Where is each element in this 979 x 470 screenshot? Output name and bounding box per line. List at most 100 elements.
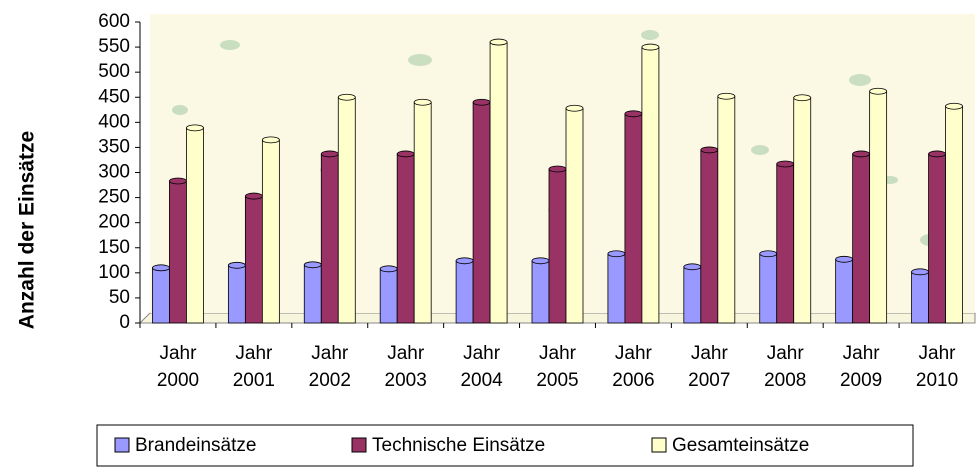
bar-top bbox=[227, 261, 246, 269]
bar bbox=[776, 163, 795, 324]
bar-top bbox=[169, 177, 187, 185]
bar-top bbox=[607, 250, 626, 258]
bar-top bbox=[303, 261, 322, 269]
bar bbox=[413, 101, 432, 324]
bar bbox=[624, 113, 643, 324]
legend-swatch bbox=[351, 437, 367, 453]
bar-top bbox=[641, 43, 660, 51]
bar-top bbox=[531, 257, 550, 265]
y-tick-label: 350 bbox=[98, 136, 130, 157]
y-tick-label: 150 bbox=[98, 237, 130, 258]
bar bbox=[303, 264, 322, 324]
bar bbox=[793, 97, 812, 324]
bar bbox=[548, 168, 567, 324]
x-tick-label: Jahr 2004 bbox=[460, 343, 503, 391]
bar-top bbox=[928, 150, 946, 158]
bar bbox=[169, 180, 187, 324]
x-tick-label: Jahr 2002 bbox=[308, 343, 351, 391]
bar bbox=[869, 90, 888, 324]
y-tick-label: 400 bbox=[98, 111, 130, 132]
bar bbox=[717, 95, 736, 324]
y-tick-label: 300 bbox=[98, 162, 130, 183]
bar-top bbox=[320, 150, 339, 158]
y-tick-label: 550 bbox=[98, 36, 130, 57]
bar bbox=[607, 253, 626, 324]
bar bbox=[700, 149, 719, 324]
x-tick-label: Jahr 2000 bbox=[156, 343, 200, 391]
y-tick-label: 200 bbox=[98, 212, 130, 233]
legend-swatch bbox=[651, 437, 667, 453]
bar-top bbox=[869, 87, 888, 95]
x-tick-label: Jahr 2001 bbox=[232, 343, 275, 391]
y-tick-label: 250 bbox=[98, 187, 130, 208]
bar-top bbox=[911, 268, 929, 276]
bar bbox=[186, 127, 204, 324]
bar-top bbox=[396, 150, 415, 158]
bar-top bbox=[244, 192, 263, 200]
bar-top bbox=[717, 92, 736, 100]
bar-top bbox=[683, 263, 702, 271]
bar-top bbox=[152, 264, 170, 272]
bar bbox=[928, 153, 946, 324]
bar-top bbox=[852, 150, 871, 158]
bar-top bbox=[700, 146, 719, 154]
bar-top bbox=[793, 94, 812, 102]
x-tick-label: Jahr 2008 bbox=[764, 343, 807, 391]
x-tick-label: Jahr 2009 bbox=[839, 343, 883, 391]
y-tick-label: 50 bbox=[109, 287, 130, 308]
bar-top bbox=[455, 257, 474, 265]
bar-top bbox=[489, 38, 508, 46]
bar-top bbox=[776, 160, 795, 168]
y-tick-label: 500 bbox=[98, 61, 130, 82]
bar bbox=[472, 101, 491, 324]
bar-top bbox=[548, 165, 567, 173]
bar bbox=[565, 107, 584, 324]
bar bbox=[396, 153, 415, 324]
bar bbox=[945, 105, 963, 324]
bar-top bbox=[759, 250, 778, 258]
x-tick-label: Jahr 2007 bbox=[688, 343, 731, 391]
legend-label: Gesamteinsätze bbox=[672, 435, 809, 456]
bar-top bbox=[945, 102, 963, 110]
bar bbox=[337, 96, 356, 324]
bar bbox=[379, 268, 398, 324]
bar bbox=[683, 266, 702, 324]
bar bbox=[759, 253, 778, 324]
bar-top bbox=[472, 98, 491, 106]
bar-top bbox=[186, 124, 204, 132]
legend-swatch bbox=[114, 437, 130, 453]
y-tick-label: 450 bbox=[98, 86, 130, 107]
y-tick-label: 0 bbox=[119, 312, 130, 333]
y-tick-label: 100 bbox=[98, 262, 130, 283]
bar-top bbox=[337, 93, 356, 101]
bar bbox=[455, 260, 474, 324]
bar-top bbox=[261, 136, 280, 144]
bar bbox=[244, 195, 263, 324]
x-tick-label: Jahr 2006 bbox=[612, 343, 655, 391]
bar bbox=[852, 153, 871, 324]
legend bbox=[96, 424, 914, 467]
bar bbox=[835, 258, 854, 324]
bar bbox=[152, 267, 170, 324]
bar bbox=[641, 46, 660, 324]
x-tick-label: Jahr 2005 bbox=[536, 343, 579, 391]
legend-label: Technische Einsätze bbox=[372, 435, 545, 456]
bar bbox=[911, 271, 929, 324]
bar bbox=[227, 264, 246, 324]
bar-top bbox=[413, 98, 432, 106]
x-tick-label: Jahr 2010 bbox=[915, 343, 959, 391]
bar-top bbox=[379, 265, 398, 273]
bar bbox=[531, 260, 550, 324]
bar bbox=[320, 153, 339, 324]
y-tick-label: 600 bbox=[98, 11, 130, 32]
y-axis-title: Anzahl der Einsätze bbox=[16, 131, 39, 329]
bar-top bbox=[835, 255, 854, 263]
bar bbox=[261, 139, 280, 324]
legend-label: Brandeinsätze bbox=[135, 435, 256, 456]
bar bbox=[489, 41, 508, 324]
bar-top bbox=[624, 110, 643, 118]
bar-top bbox=[565, 104, 584, 112]
x-tick-label: Jahr 2003 bbox=[384, 343, 427, 391]
